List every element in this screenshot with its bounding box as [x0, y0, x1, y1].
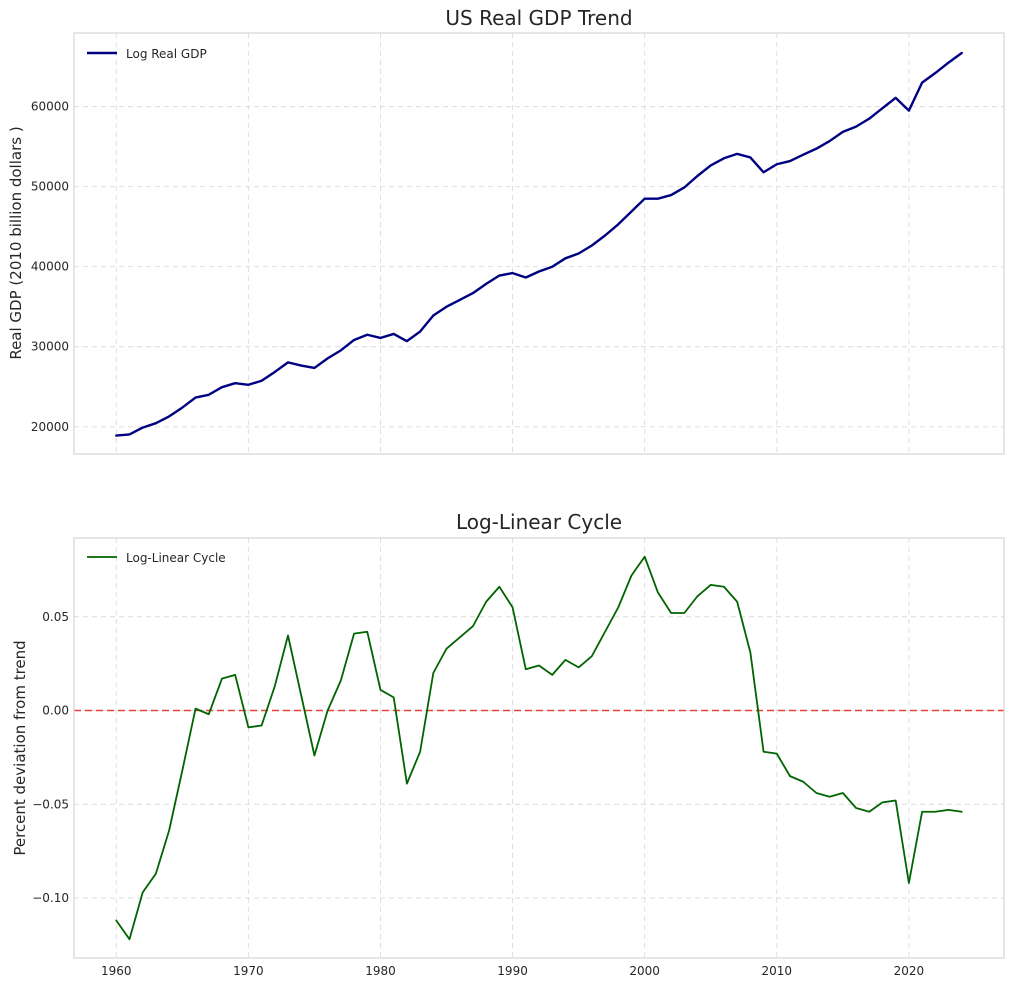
gdp-legend: Log Real GDP	[87, 47, 207, 61]
gdp-plot-frame	[73, 32, 1005, 455]
y-tick-label: 0.05	[42, 610, 69, 624]
cycle-chart-title: Log-Linear Cycle	[456, 510, 622, 534]
x-tick-label: 1980	[365, 964, 396, 978]
y-tick-label: 30000	[31, 340, 69, 354]
gdp-y-axis-label: Real GDP (2010 billion dollars )	[7, 126, 25, 359]
x-tick-label: 2010	[762, 964, 793, 978]
gdp-series-line	[115, 51, 963, 437]
y-tick-label: 50000	[31, 180, 69, 194]
y-tick-label: 20000	[31, 420, 69, 434]
cycle-legend: Log-Linear Cycle	[87, 551, 226, 565]
cycle-series-line	[115, 555, 963, 941]
y-tick-label: 0.00	[42, 704, 69, 718]
x-tick-label: 1960	[101, 964, 132, 978]
y-tick-label: −0.10	[32, 891, 69, 905]
cycle-panel: Log-Linear Cycle Percent deviation from …	[11, 510, 1005, 978]
x-tick-label: 1990	[497, 964, 528, 978]
cycle-legend-label: Log-Linear Cycle	[126, 551, 226, 565]
gdp-trend-panel: US Real GDP Trend Real GDP (2010 billion…	[7, 6, 1005, 455]
cycle-y-axis-label: Percent deviation from trend	[11, 640, 29, 855]
cycle-plot-frame	[73, 537, 1005, 959]
y-tick-label: −0.05	[32, 797, 69, 811]
x-tick-label: 2000	[629, 964, 660, 978]
gdp-chart-title: US Real GDP Trend	[445, 6, 632, 30]
x-tick-label: 1970	[233, 964, 264, 978]
y-tick-label: 40000	[31, 260, 69, 274]
y-tick-label: 60000	[31, 100, 69, 114]
gdp-legend-label: Log Real GDP	[126, 47, 207, 61]
x-tick-label: 2020	[894, 964, 925, 978]
